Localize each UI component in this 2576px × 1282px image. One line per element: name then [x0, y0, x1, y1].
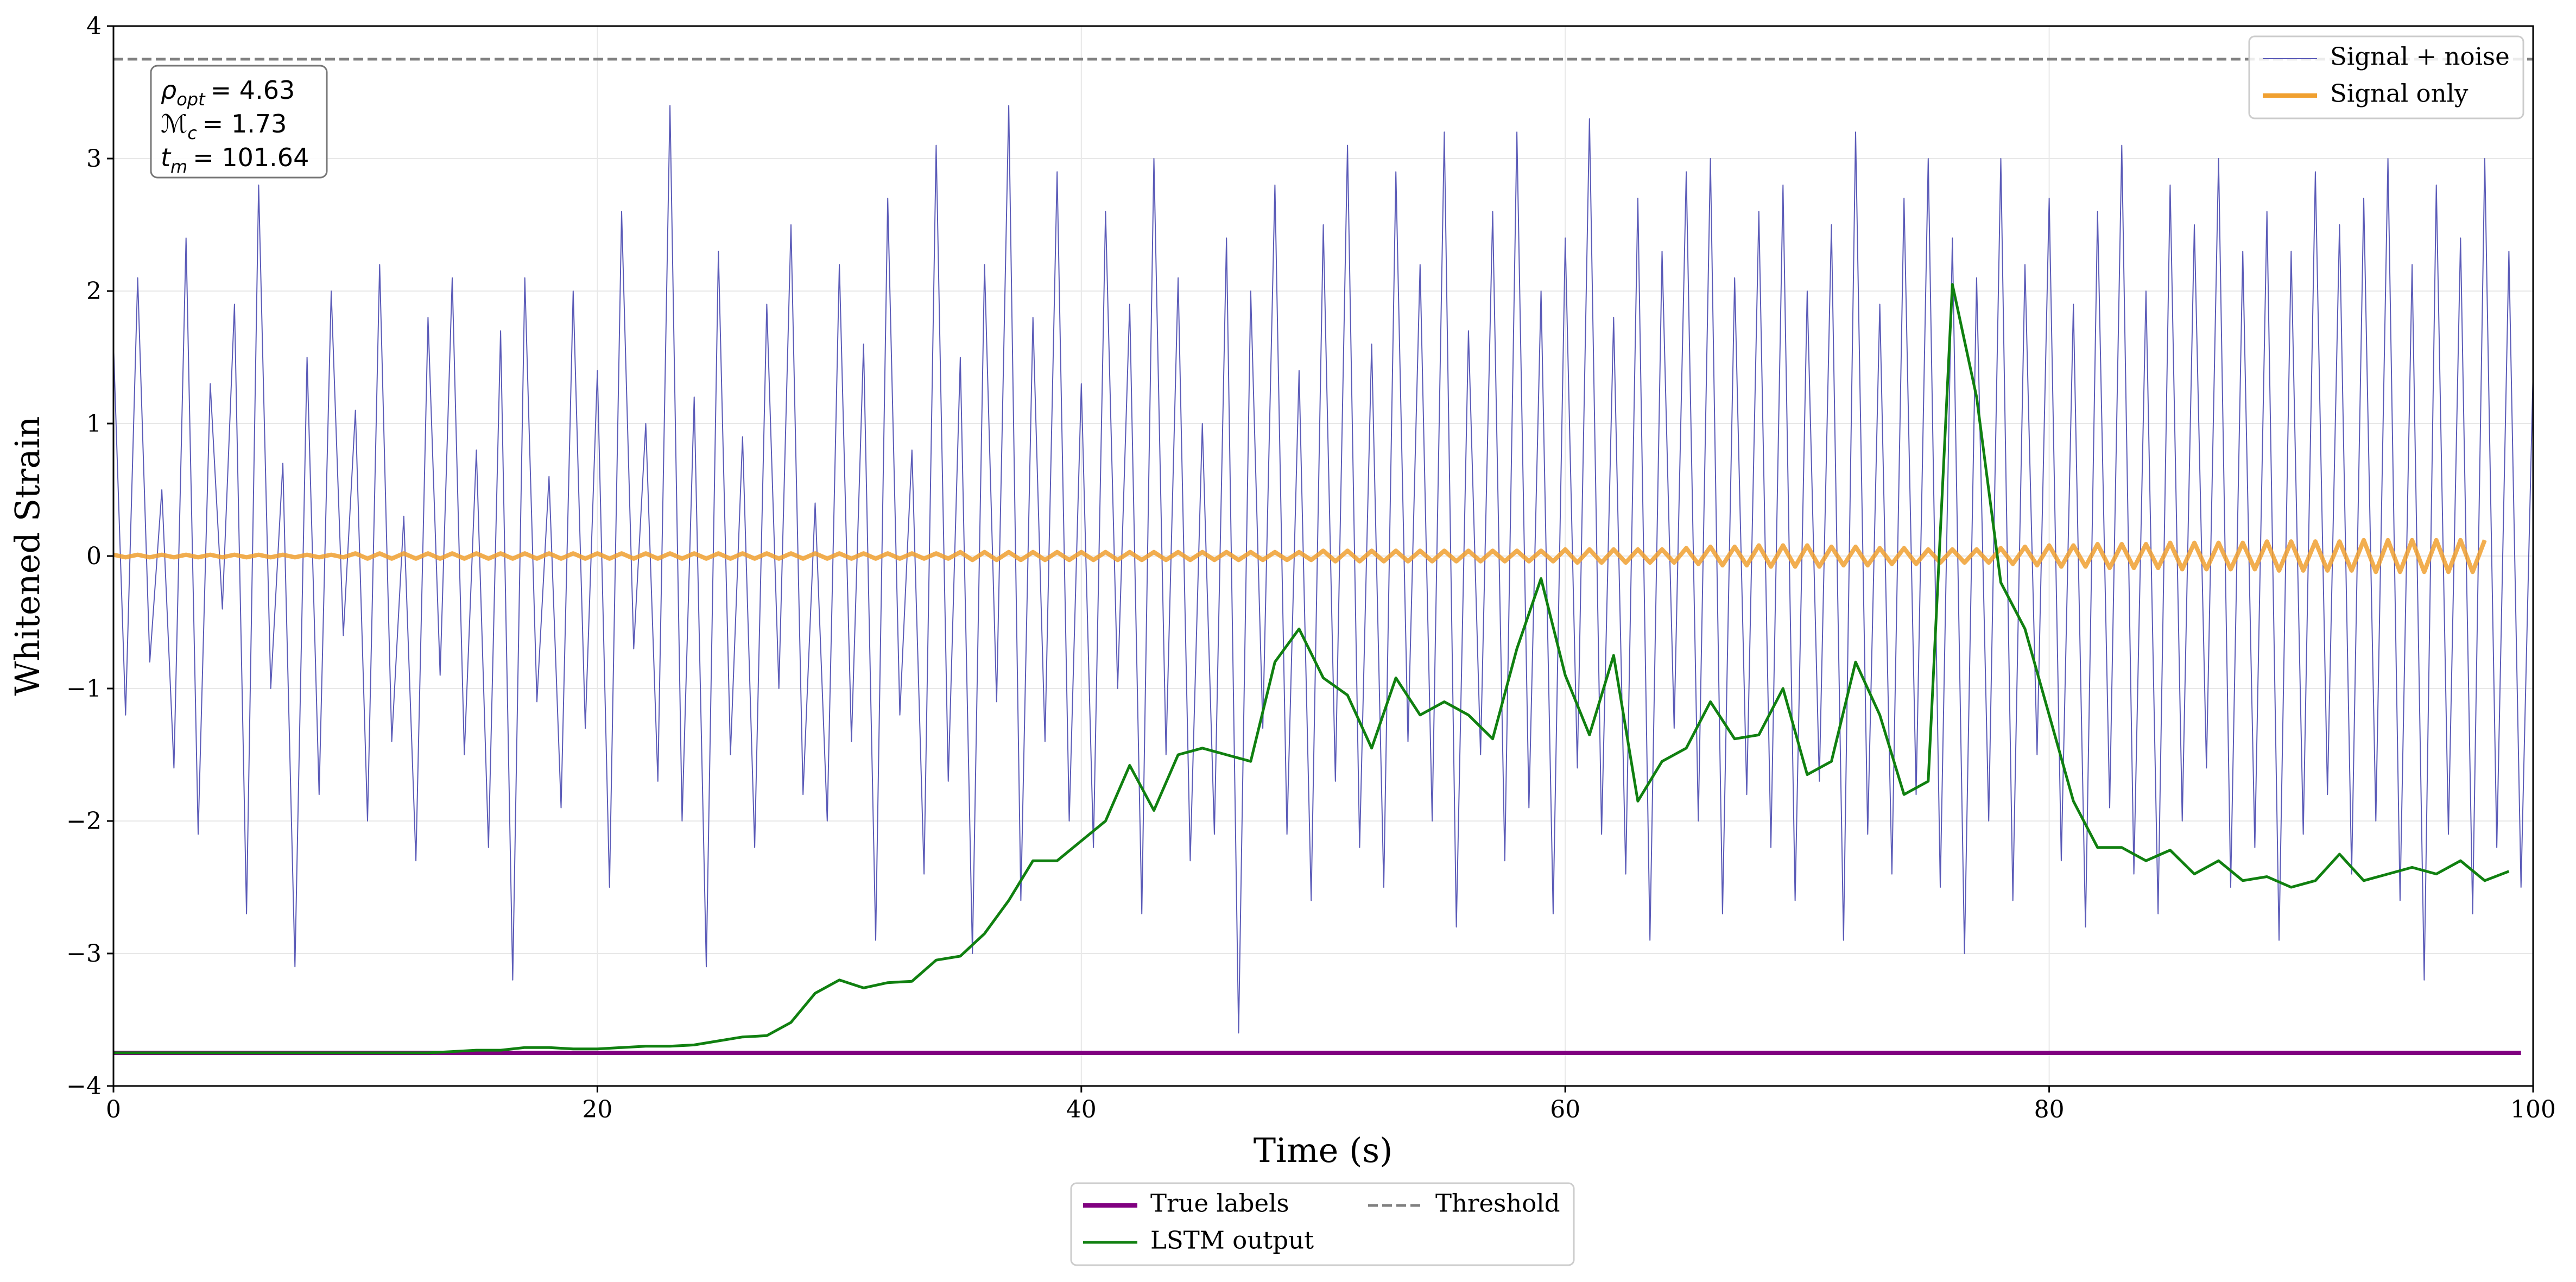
y-tick-label: −4 — [66, 1072, 102, 1100]
legend-frame — [2248, 35, 2524, 119]
y-tick-label: 3 — [86, 145, 102, 173]
annotation-line: ℳc = 1.73 — [161, 109, 287, 143]
annotation-symbol: ℳ — [161, 109, 187, 138]
legend-label: LSTM output — [1150, 1226, 1314, 1255]
x-tick-label: 40 — [1066, 1096, 1097, 1123]
y-tick-label: 2 — [86, 277, 102, 305]
y-tick-label: −2 — [66, 807, 102, 835]
annotation-line: tm = 101.64 — [161, 143, 309, 177]
annotation-symbol: ρ — [161, 75, 176, 105]
annotation-text: = 1.73 — [202, 109, 287, 138]
annotation-frame — [150, 65, 328, 179]
x-tick-label: 80 — [2034, 1096, 2065, 1123]
series-line — [113, 283, 2510, 1054]
y-tick-label: 0 — [86, 542, 102, 570]
annotation-subscript: m — [170, 156, 187, 177]
y-tick-label: 1 — [86, 410, 102, 438]
annotation-line: ρopt = 4.63 — [161, 75, 295, 110]
x-tick-label: 60 — [1550, 1096, 1580, 1123]
legend-label: Signal only — [2330, 79, 2469, 108]
y-tick-label: −1 — [66, 675, 102, 703]
annotation-subscript: opt — [176, 89, 206, 110]
x-tick-label: 20 — [582, 1096, 612, 1123]
legend-label: Threshold — [1435, 1189, 1560, 1218]
series-line — [113, 538, 2487, 574]
annotation-symbol: t — [161, 143, 172, 172]
annotation-text: = 101.64 — [193, 143, 309, 172]
x-tick-label: 100 — [2510, 1096, 2556, 1123]
annotation-subscript: c — [187, 123, 197, 143]
x-tick-label: 0 — [106, 1096, 121, 1123]
annotation-text: = 4.63 — [211, 75, 295, 105]
series-line — [113, 105, 2534, 1034]
legend-label: Signal + noise — [2330, 42, 2510, 71]
plot-frame — [112, 25, 2534, 1087]
y-axis-label: Whitened Strain — [8, 416, 47, 696]
legend-label: True labels — [1150, 1189, 1289, 1218]
y-tick-label: 4 — [86, 12, 102, 40]
y-tick-label: −3 — [66, 940, 102, 968]
x-axis-label: Time (s) — [1254, 1131, 1393, 1170]
legend-frame — [1070, 1182, 1575, 1266]
